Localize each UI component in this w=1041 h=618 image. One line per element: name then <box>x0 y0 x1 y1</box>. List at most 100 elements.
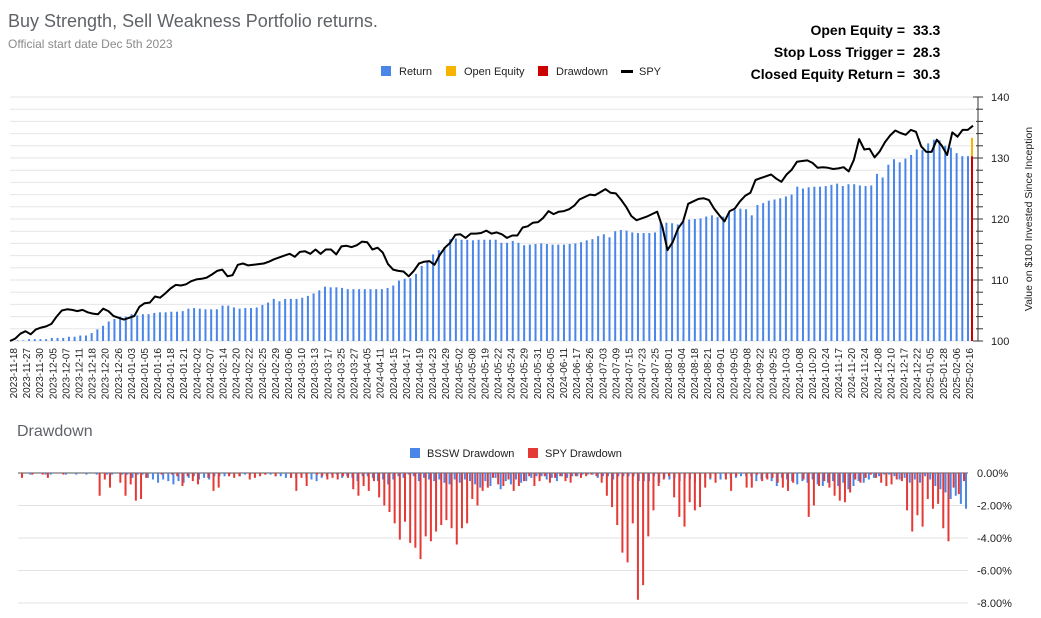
bssw-drawdown-bar <box>837 473 840 486</box>
x-tick-label: 2024-03-13 <box>310 348 321 400</box>
return-bar <box>158 312 161 341</box>
return-bar <box>597 236 600 341</box>
spy-drawdown-bar <box>693 473 696 511</box>
spy-drawdown-bar <box>347 473 350 478</box>
return-bar <box>642 233 645 341</box>
bssw-drawdown-bar <box>453 473 456 480</box>
return-bar <box>210 309 213 341</box>
bssw-drawdown-bar <box>146 473 149 478</box>
y-tick-label: -8.00% <box>977 598 1012 610</box>
return-bar <box>722 216 725 341</box>
spy-drawdown-bar <box>579 473 582 478</box>
spy-drawdown-bar <box>233 473 236 478</box>
x-tick-label: 2024-02-07 <box>205 348 216 400</box>
spy-drawdown-bar <box>305 473 308 486</box>
legend-label: BSSW Drawdown <box>427 448 514 460</box>
bssw-drawdown-bar <box>540 473 543 477</box>
bssw-drawdown-bar <box>852 473 855 486</box>
bssw-drawdown-bar <box>269 473 272 475</box>
x-tick-label: 2024-11-24 <box>860 348 871 399</box>
bssw-drawdown-bar <box>857 473 860 482</box>
bssw-drawdown-bar <box>315 473 318 482</box>
return-bar <box>39 339 42 341</box>
spy-drawdown-bar <box>253 473 256 478</box>
x-tick-label: 2024-06-17 <box>572 348 583 400</box>
bssw-drawdown-bar <box>918 473 921 483</box>
return-bar <box>949 147 952 341</box>
spy-drawdown-bar <box>424 473 427 537</box>
x-tick-label: 2024-07-23 <box>638 348 649 400</box>
x-tick-label: 2024-03-27 <box>350 348 361 400</box>
bssw-drawdown-bar <box>49 473 52 475</box>
bssw-drawdown-bar <box>366 473 369 477</box>
bssw-drawdown-bar <box>601 473 604 477</box>
bssw-drawdown-bar <box>883 473 886 475</box>
spy-drawdown-bar <box>807 473 810 517</box>
spy-drawdown-bar <box>626 473 629 563</box>
spy-drawdown-bar <box>724 473 727 480</box>
x-tick-label: 2023-11-27 <box>22 348 33 399</box>
return-bar <box>602 234 605 341</box>
bssw-drawdown-bar <box>479 473 482 488</box>
spy-drawdown-bar <box>440 473 443 525</box>
return-bar <box>329 287 332 341</box>
bssw-drawdown-bar <box>187 473 190 478</box>
spy-drawdown-bar <box>849 473 852 493</box>
bssw-drawdown-bar <box>279 473 282 477</box>
bssw-drawdown-bar <box>965 473 967 509</box>
spy-drawdown-bar <box>290 473 293 478</box>
spy-drawdown-bar <box>642 473 645 586</box>
bssw-drawdown-bar <box>203 473 206 478</box>
return-bar <box>898 162 901 341</box>
spy-drawdown-bar <box>652 473 655 511</box>
spy-drawdown-bar <box>186 473 189 477</box>
return-bar <box>557 244 560 341</box>
spy-drawdown-bar <box>21 473 23 478</box>
return-bar <box>73 336 76 341</box>
return-bar <box>272 298 275 341</box>
spy-drawdown-bar <box>409 473 412 543</box>
spy-drawdown-bar <box>523 473 526 482</box>
legend-swatch <box>381 66 391 76</box>
bssw-drawdown-bar <box>576 473 579 477</box>
bssw-drawdown-bar <box>581 473 584 475</box>
x-tick-label: 2023-12-07 <box>61 348 72 400</box>
return-bar <box>466 239 469 341</box>
bssw-drawdown-bar <box>157 473 160 483</box>
bssw-drawdown-bar <box>719 473 722 480</box>
bssw-drawdown-bar <box>561 473 564 477</box>
return-bar <box>164 312 167 341</box>
bssw-drawdown-bar <box>284 473 287 478</box>
chart-title: Buy Strength, Sell Weakness Portfolio re… <box>8 11 378 31</box>
x-tick-label: 2024-05-19 <box>481 348 492 400</box>
x-tick-label: 2024-12-08 <box>873 348 884 400</box>
return-bar <box>261 305 264 341</box>
return-bar <box>864 186 867 341</box>
x-tick-label: 2024-02-02 <box>192 348 203 400</box>
spy-drawdown-bar <box>952 473 955 488</box>
spy-drawdown-bar <box>316 473 319 475</box>
bssw-drawdown-bar <box>428 473 431 480</box>
return-bar <box>767 200 770 341</box>
return-bar <box>278 301 281 341</box>
x-tick-label: 2024-07-25 <box>651 348 662 400</box>
spy-drawdown-bar <box>569 473 572 483</box>
return-bar <box>636 233 639 341</box>
bssw-drawdown-bar <box>801 473 804 482</box>
return-bar <box>688 219 691 341</box>
bssw-drawdown-bar <box>924 473 927 477</box>
return-bar <box>824 186 827 341</box>
return-bar <box>619 229 622 341</box>
x-tick-label: 2024-02-20 <box>232 348 243 400</box>
bssw-drawdown-bar <box>934 473 937 486</box>
return-bar <box>716 217 719 341</box>
bssw-drawdown-bar <box>535 473 538 477</box>
return-bar <box>893 159 896 341</box>
x-tick-label: 2024-05-29 <box>520 348 531 400</box>
spy-drawdown-bar <box>667 473 670 477</box>
return-bar <box>130 314 133 341</box>
return-bar <box>847 184 850 341</box>
x-tick-label: 2023-12-18 <box>88 348 99 400</box>
spy-drawdown-bar <box>145 473 148 478</box>
return-bar <box>198 308 201 341</box>
